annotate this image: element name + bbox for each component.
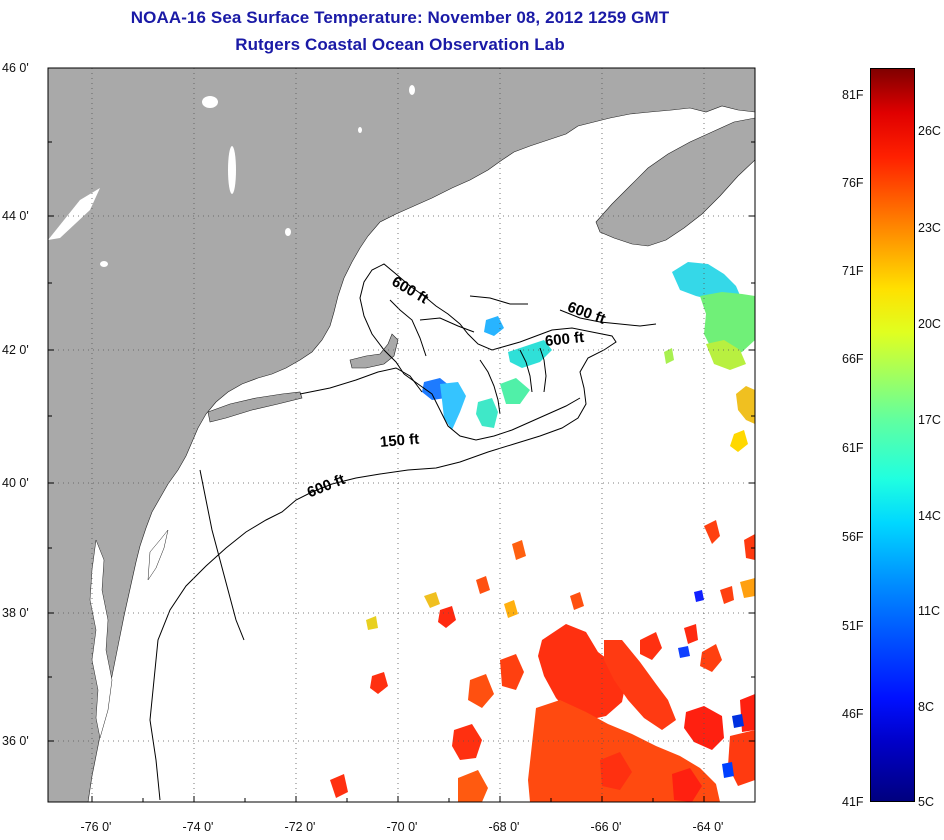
water-delaware-bay xyxy=(147,529,169,581)
colorbar-f-label: 56F xyxy=(842,530,864,544)
lat-tick-label: 46 0' xyxy=(2,61,29,75)
lon-tick-label: -72 0' xyxy=(284,820,316,834)
colorbar-f-label: 41F xyxy=(842,795,864,809)
lon-tick-label: -76 0' xyxy=(80,820,112,834)
colorbar-f-label: 46F xyxy=(842,707,864,721)
axis-ticks xyxy=(48,67,755,802)
colorbar-c-label: 14C xyxy=(918,509,941,523)
colorbar-f-label: 61F xyxy=(842,441,864,455)
colorbar-c-label: 23C xyxy=(918,221,941,235)
colorbar-f-label: 51F xyxy=(842,619,864,633)
lon-tick-label: -74 0' xyxy=(182,820,214,834)
inland-lakes xyxy=(48,85,415,267)
colorbar-c-label: 11C xyxy=(918,604,941,618)
temperature-colorbar xyxy=(870,68,915,802)
colorbar-c-label: 8C xyxy=(918,700,934,714)
map-subtitle: Rutgers Coastal Ocean Observation Lab xyxy=(235,35,565,54)
colorbar-f-label: 81F xyxy=(842,88,864,102)
map-title: NOAA-16 Sea Surface Temperature: Novembe… xyxy=(130,8,670,27)
contour-label: 150 ft xyxy=(379,430,420,451)
land-long-island xyxy=(207,391,303,423)
bathymetry-contours xyxy=(149,263,657,801)
water-chesapeake-bay xyxy=(89,539,113,739)
lat-tick-label: 40 0' xyxy=(2,476,29,490)
lat-tick-label: 42 0' xyxy=(2,343,29,357)
lat-tick-label: 38 0' xyxy=(2,606,29,620)
land-nova-scotia xyxy=(595,117,755,247)
lon-tick-label: -64 0' xyxy=(692,820,724,834)
colorbar-f-label: 71F xyxy=(842,264,864,278)
lon-tick-label: -68 0' xyxy=(488,820,520,834)
colorbar-f-label: 76F xyxy=(842,176,864,190)
land-cape-cod xyxy=(349,333,399,369)
lon-tick-label: -66 0' xyxy=(590,820,622,834)
colorbar-c-label: 5C xyxy=(918,795,934,809)
colorbar-c-label: 26C xyxy=(918,124,941,138)
colorbar-f-label: 66F xyxy=(842,352,864,366)
lat-tick-label: 44 0' xyxy=(2,209,29,223)
land-mainland xyxy=(48,68,755,802)
plot-frame xyxy=(47,67,756,803)
colorbar-c-label: 20C xyxy=(918,317,941,331)
lat-tick-label: 36 0' xyxy=(2,734,29,748)
lon-tick-label: -70 0' xyxy=(386,820,418,834)
colorbar-c-label: 17C xyxy=(918,413,941,427)
